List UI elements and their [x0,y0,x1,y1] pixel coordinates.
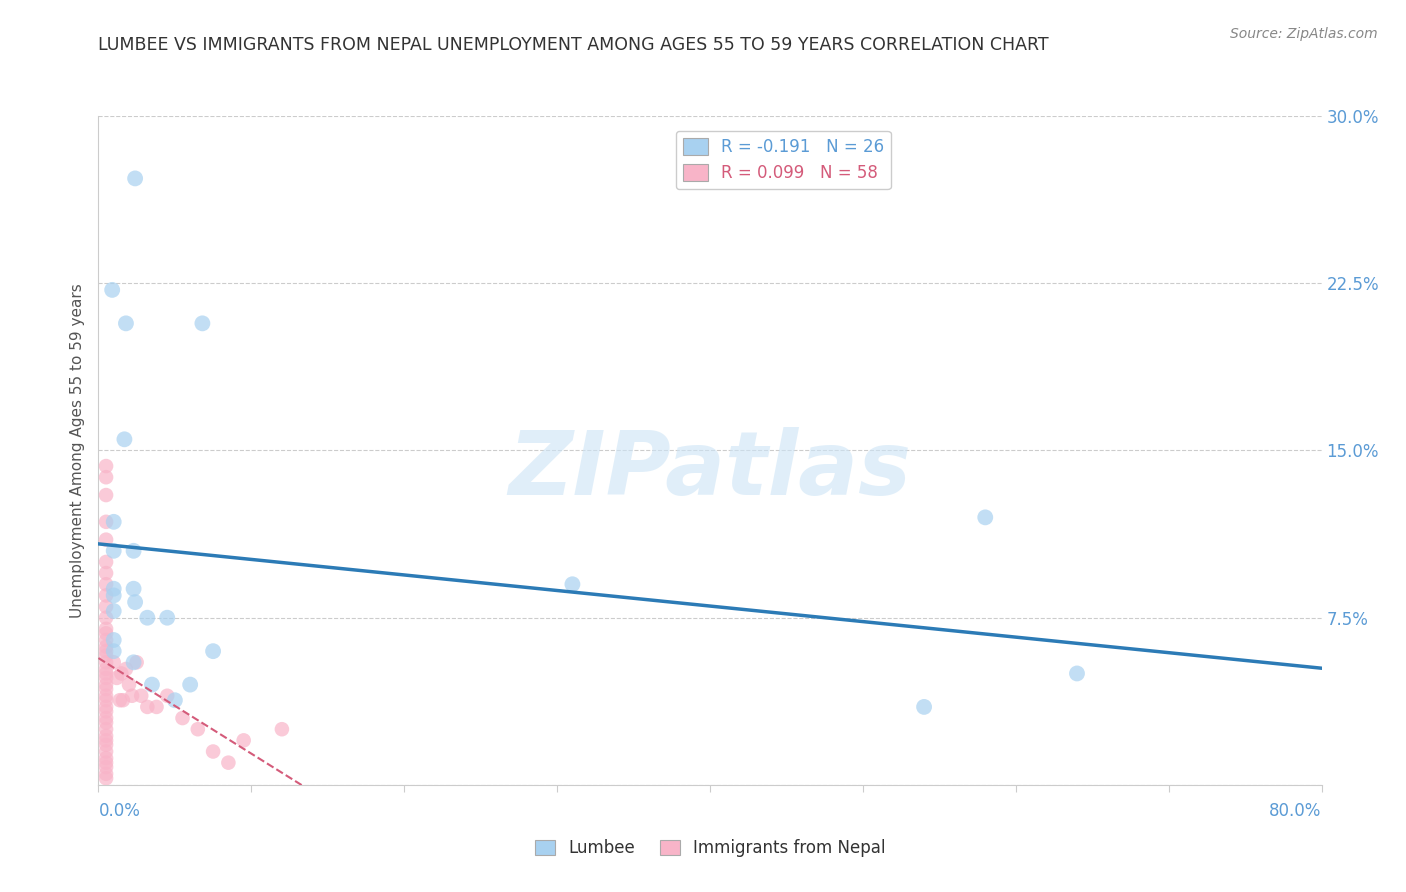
Point [94,681,117,696]
Point [270,723,292,737]
Point [94,640,117,654]
Point [172,711,194,725]
Point [561,577,583,591]
Point [187,723,209,737]
Point [103,604,125,618]
Point [94,744,117,758]
Point [94,644,117,658]
Point [94,633,117,648]
Point [122,582,145,596]
Point [94,689,117,703]
Point [122,544,145,558]
Point [94,771,117,786]
Point [103,655,125,669]
Point [94,738,117,752]
Point [94,662,117,676]
Point [103,589,125,603]
Point [103,633,125,648]
Point [94,589,117,603]
Point [111,693,134,707]
Point [94,459,117,474]
Point [103,582,125,596]
Point [94,671,117,685]
Point [202,644,225,658]
Point [94,678,117,692]
Point [118,678,141,692]
Point [141,678,163,692]
Point [94,693,117,707]
Point [136,611,159,625]
Point [94,611,117,625]
Point [103,644,125,658]
Point [94,533,117,547]
Point [101,283,124,297]
Point [115,317,138,331]
Point [103,544,125,558]
Text: LUMBEE VS IMMIGRANTS FROM NEPAL UNEMPLOYMENT AMONG AGES 55 TO 59 YEARS CORRELATI: LUMBEE VS IMMIGRANTS FROM NEPAL UNEMPLOY… [98,36,1049,54]
Point [156,611,179,625]
Point [94,705,117,719]
Point [94,711,117,725]
Point [145,699,167,714]
Point [110,666,132,681]
Point [136,699,159,714]
Point [94,488,117,502]
Point [94,599,117,614]
Point [912,699,935,714]
Point [129,689,152,703]
Point [115,662,138,676]
Point [108,693,131,707]
Point [191,317,214,331]
Point [163,693,186,707]
Text: 80.0%: 80.0% [1270,802,1322,820]
Point [94,577,117,591]
Point [105,671,128,685]
Point [217,756,239,770]
Text: 0.0%: 0.0% [98,802,141,820]
Point [94,655,117,669]
Point [1066,666,1088,681]
Point [179,678,201,692]
Point [94,760,117,774]
Point [124,171,146,186]
Point [94,648,117,663]
Legend: R = -0.191   N = 26, R = 0.099   N = 58: R = -0.191 N = 26, R = 0.099 N = 58 [676,131,891,189]
Point [94,626,117,640]
Point [94,555,117,569]
Point [94,715,117,730]
Point [121,689,143,703]
Point [974,510,997,524]
Point [94,666,117,681]
Point [156,689,179,703]
Point [232,733,254,747]
Point [94,756,117,770]
Point [94,622,117,636]
Point [94,470,117,484]
Text: Source: ZipAtlas.com: Source: ZipAtlas.com [1230,27,1378,41]
Point [125,655,148,669]
Point [202,744,225,758]
Point [103,515,125,529]
Point [94,723,117,737]
Point [112,433,135,447]
Point [124,595,146,609]
Point [122,655,145,669]
Point [94,566,117,581]
Y-axis label: Unemployment Among Ages 55 to 59 years: Unemployment Among Ages 55 to 59 years [69,283,84,618]
Point [94,699,117,714]
Point [94,733,117,747]
Point [94,729,117,743]
Text: ZIPatlas: ZIPatlas [509,427,911,514]
Point [94,751,117,765]
Point [94,515,117,529]
Point [94,766,117,781]
